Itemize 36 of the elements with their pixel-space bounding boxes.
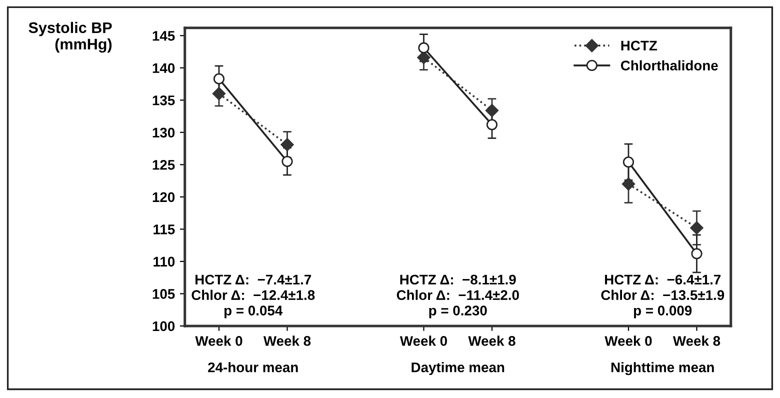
- y-tick-label: 105: [152, 289, 175, 299]
- y-tick-label: 145: [152, 31, 175, 41]
- text: Daytime mean: [412, 362, 504, 376]
- y-tick-label: 110: [154, 256, 175, 267]
- point: [280, 138, 294, 152]
- y-tick-label: 135: [152, 95, 175, 106]
- y-tick-label: 125: [152, 160, 175, 170]
- x-tick-label: Week 8: [263, 336, 311, 346]
- y-tick-label: 115: [154, 224, 175, 234]
- point: [486, 119, 498, 130]
- point: [213, 73, 225, 84]
- y-tick-label: 120: [152, 192, 175, 202]
- point: [485, 104, 499, 118]
- text: Nighttime mean: [611, 362, 714, 376]
- point: [690, 221, 704, 234]
- legend-label: Chlorthalidone: [620, 60, 718, 70]
- x-tick-label: Week 0: [195, 336, 242, 346]
- x-tick-label: Week 8: [672, 336, 720, 346]
- point: [282, 156, 293, 167]
- y-axis-title: Systolic BP (mmHg): [28, 22, 112, 53]
- x-tick-label: Week 0: [400, 336, 447, 346]
- x-tick-label: Week 8: [468, 336, 516, 346]
- x-tick-label: Week 0: [604, 336, 652, 346]
- text: 24-hour mean: [208, 362, 298, 372]
- y-tick-label: 140: [152, 63, 175, 74]
- point: [212, 87, 226, 100]
- point: [691, 248, 702, 260]
- point: [622, 177, 636, 191]
- annotation: HCTZ Δ: −7.4±1.7 Chlor Δ: −12.4±1.8 p = 0.054: [192, 274, 315, 318]
- point: [622, 156, 634, 168]
- annotation: HCTZ Δ: −6.4±1.7 Chlor Δ: −13.5±1.9 p = 0.009: [601, 274, 724, 318]
- y-tick-label: 130: [152, 128, 175, 138]
- annotation: HCTZ Δ: −8.1±1.9 Chlor Δ: −11.4±2.0 p = 0.230: [396, 274, 519, 318]
- legend-label: HCTZ: [621, 40, 658, 51]
- point: [418, 42, 430, 54]
- y-tick-label: 100: [152, 321, 175, 332]
